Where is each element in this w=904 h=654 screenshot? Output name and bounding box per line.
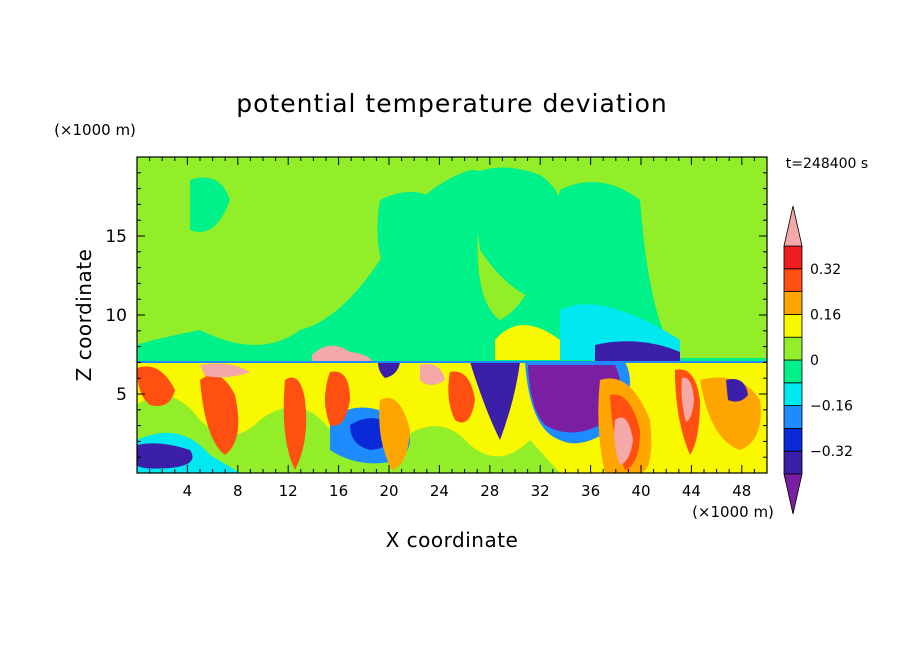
x-tick-label: 36 [581, 482, 600, 500]
contour-region [470, 362, 520, 440]
contour-region [137, 366, 175, 406]
contour-region [495, 325, 560, 360]
contour-region [726, 379, 748, 402]
colorbar-swatch [783, 405, 803, 429]
colorbar-swatch [783, 291, 803, 315]
contour-region [137, 443, 193, 469]
contour-region [137, 157, 767, 358]
x-tick-label: 24 [430, 482, 449, 500]
y-tick-label: 15 [105, 227, 127, 247]
x-tick-label: 16 [329, 482, 348, 500]
x-tick-label: 12 [279, 482, 298, 500]
contour-region [614, 417, 633, 465]
y-tick-label: 10 [105, 306, 127, 326]
contour-region [377, 192, 450, 300]
x-tick-label: 44 [682, 482, 701, 500]
x-axis-label: X coordinate [386, 528, 519, 552]
contour-region [528, 365, 620, 433]
contour-region [283, 377, 307, 470]
contour-field [137, 157, 767, 473]
colorbar-label: 0.32 [810, 262, 841, 278]
y-axis: 5 10 15 [105, 172, 767, 458]
contour-region [200, 363, 250, 378]
colorbar-swatch [783, 359, 803, 384]
y-unit-label: (×1000 m) [54, 121, 136, 139]
contour-region [137, 395, 560, 473]
contour-region [325, 371, 350, 426]
x-tick-label: 20 [379, 482, 398, 500]
colorbar-label: −0.16 [810, 399, 853, 415]
colorbar-label: −0.32 [810, 444, 853, 460]
chart-title: potential temperature deviation [236, 89, 667, 118]
contour-region [378, 362, 400, 378]
x-unit-label: (×1000 m) [692, 503, 774, 521]
colorbar-label: 0.16 [810, 307, 841, 323]
contour-region [190, 177, 230, 232]
colorbar-swatch [783, 382, 803, 406]
contour-region [420, 364, 445, 385]
x-tick-label: 28 [480, 482, 499, 500]
time-label: t=248400 s [786, 156, 868, 172]
contour-region [595, 341, 680, 362]
colorbar-swatch [783, 450, 803, 475]
colorbar-swatch [783, 336, 803, 361]
contour-region [681, 377, 694, 422]
colorbar-min-arrow [783, 473, 803, 515]
colorbar-max-arrow [783, 205, 803, 247]
contour-region [448, 371, 475, 423]
colorbar: 0.32 0.16 0 −0.16 −0.32 [783, 205, 853, 515]
colorbar-swatch [783, 313, 803, 338]
colorbar-label: 0 [810, 353, 819, 369]
colorbar-swatch [783, 245, 803, 270]
x-tick-label: 4 [183, 482, 193, 500]
y-axis-label: Z coordinate [72, 249, 96, 382]
contour-region [200, 375, 239, 455]
colorbar-swatch [783, 427, 803, 452]
y-tick-label: 5 [116, 385, 127, 405]
x-axis: 4 8 12 16 20 24 28 32 36 40 44 48 [149, 157, 755, 500]
contour-region [379, 398, 410, 470]
contour-region [470, 167, 570, 302]
x-tick-label: 32 [531, 482, 550, 500]
x-tick-label: 8 [233, 482, 243, 500]
x-tick-label: 40 [631, 482, 650, 500]
x-tick-label: 48 [732, 482, 751, 500]
colorbar-swatch [783, 268, 803, 292]
